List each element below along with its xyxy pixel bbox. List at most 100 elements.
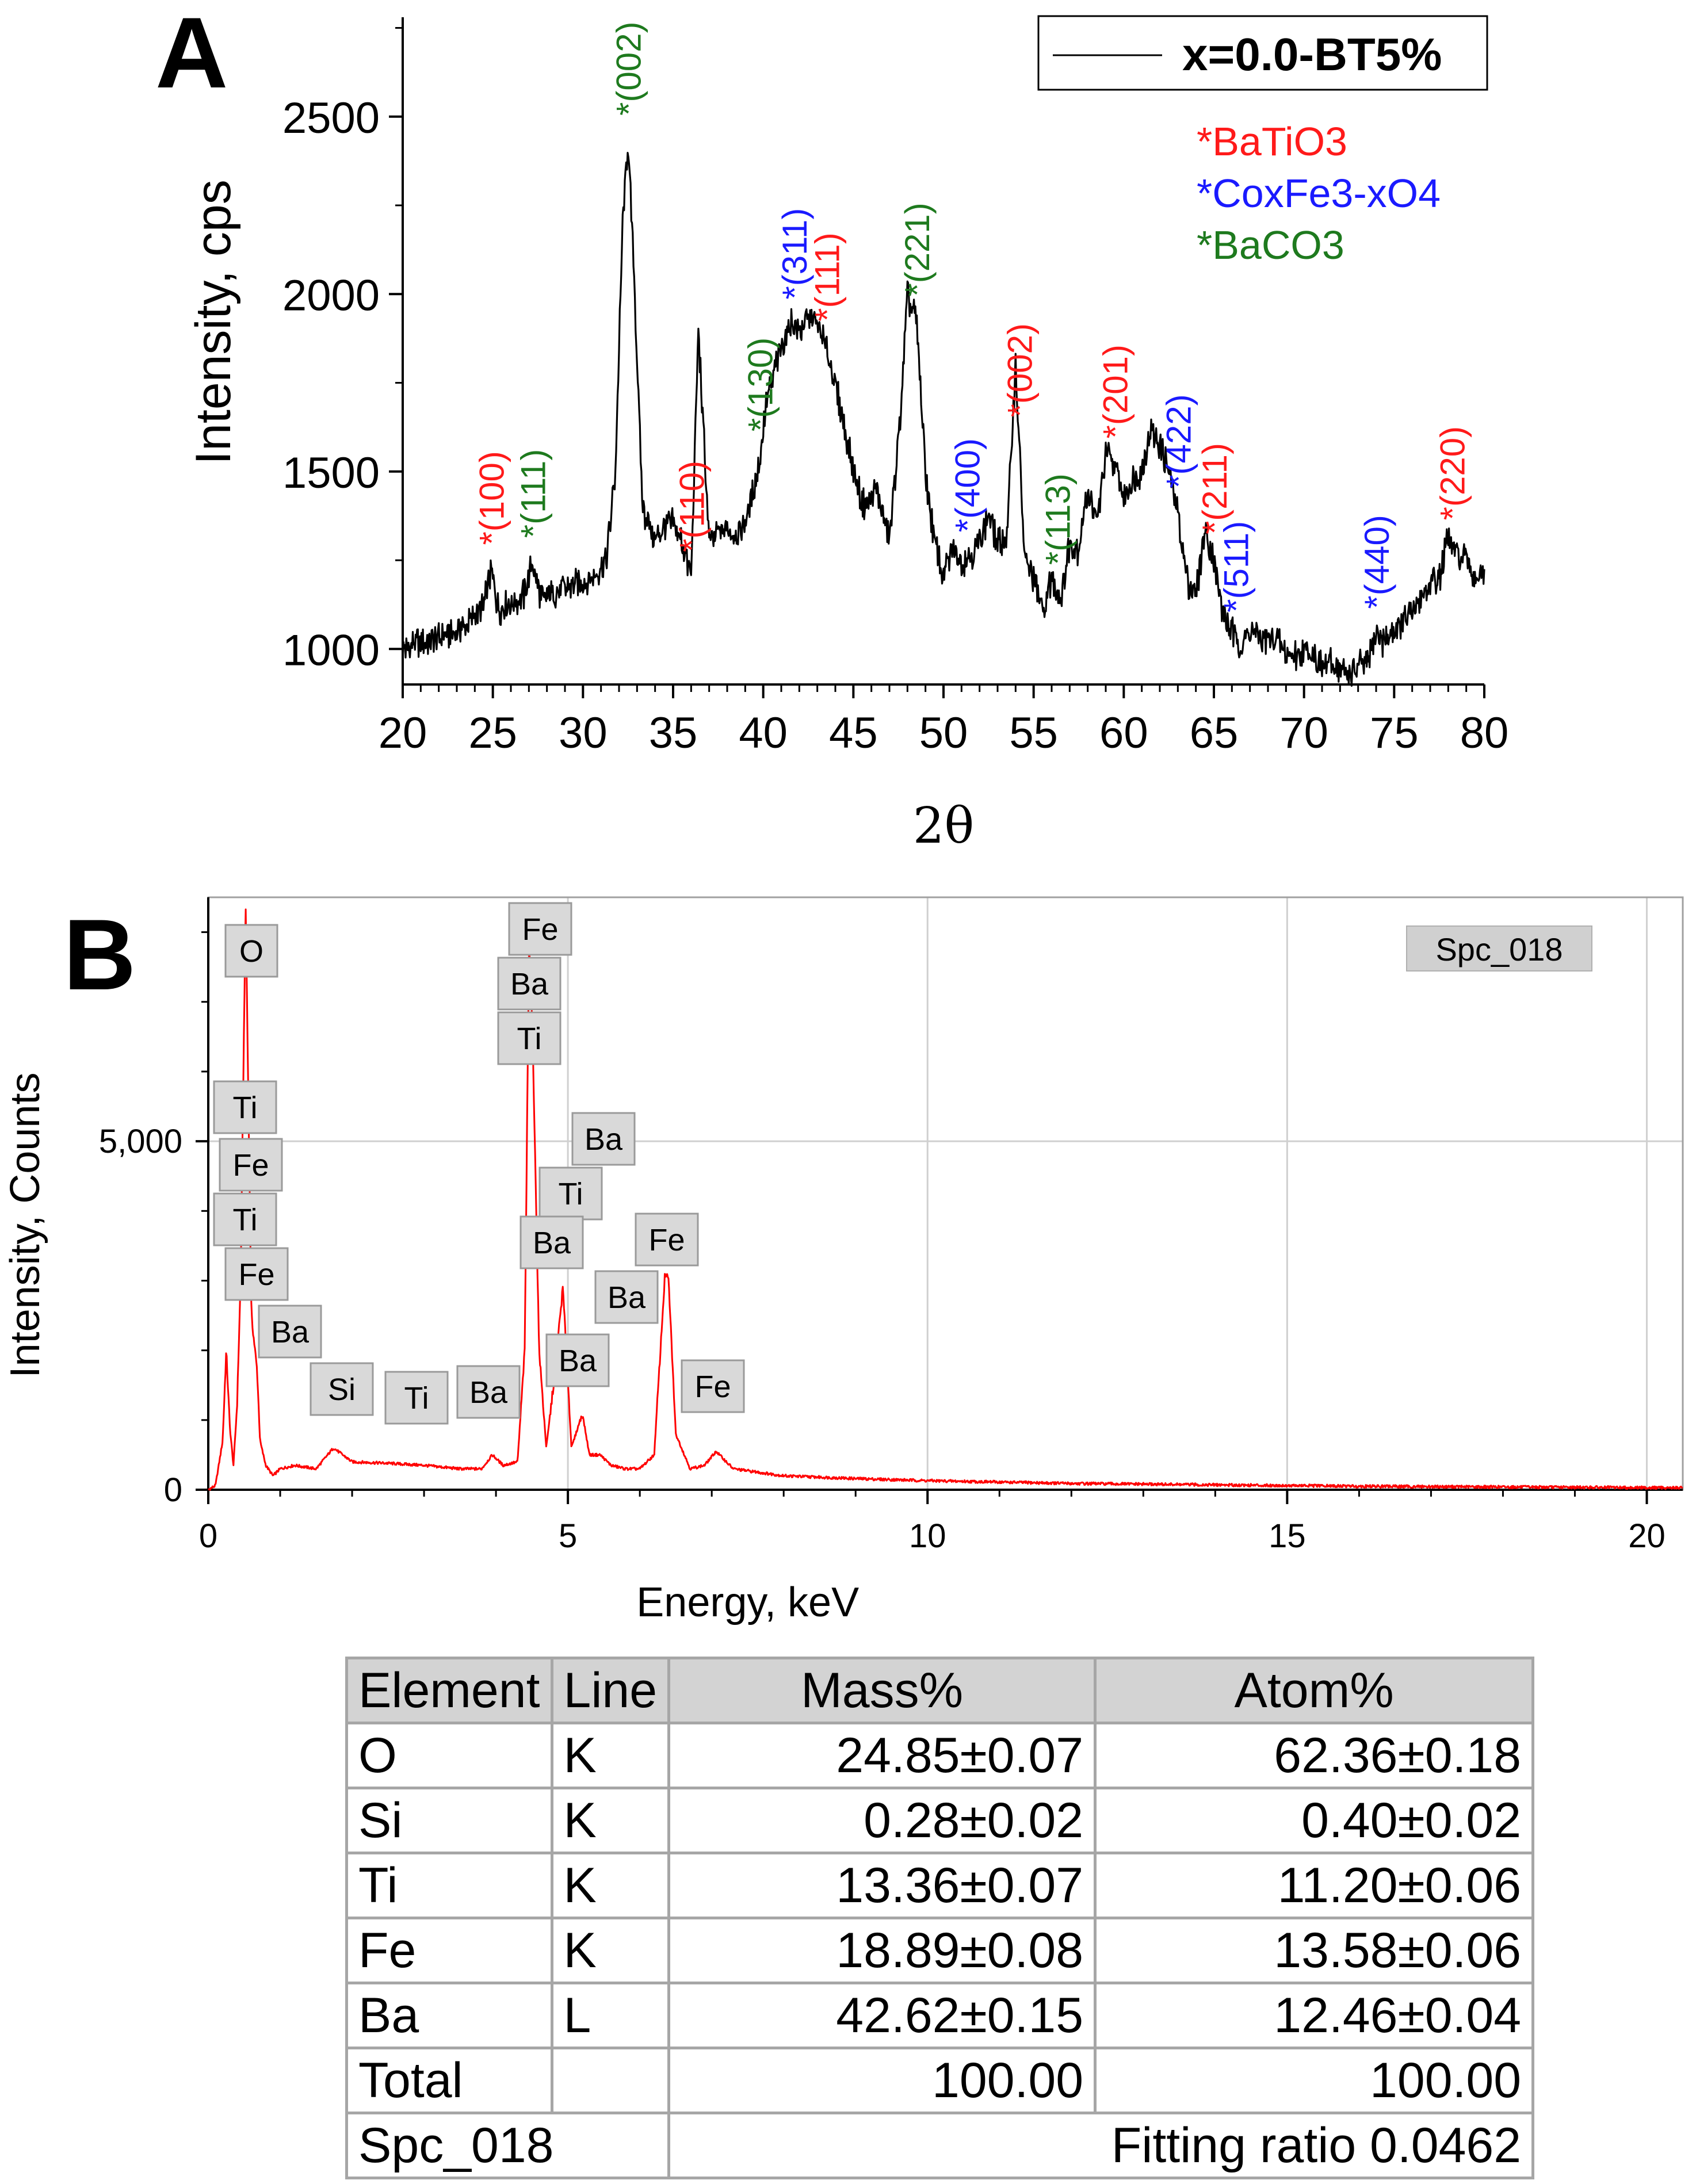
eds-peak-label-box (594, 1270, 659, 1324)
xrd-peak-label: *(201) (1097, 345, 1135, 438)
table-row: Si K 0.28±0.02 0.40±0.02 (345, 1787, 1535, 1854)
eds-x-tick-label: 15 (1269, 1517, 1306, 1555)
cell-line: K (550, 1722, 671, 1789)
xrd-phase-legend-entry: *CoxFe3-xO4 (1197, 171, 1441, 216)
col-header-atom: Atom% (1094, 1657, 1535, 1724)
eds-legend-box (1406, 925, 1592, 971)
eds-peak-label: Ba (585, 1122, 623, 1157)
eds-peak-label-box (258, 1305, 322, 1359)
eds-peak-label: Fe (648, 1223, 685, 1257)
eds-y-tick-label: 0 (164, 1471, 182, 1509)
panel-letter-a: A (155, 0, 228, 109)
eds-peak-label-box (520, 1215, 584, 1269)
eds-peak-label: Ti (559, 1177, 583, 1211)
eds-legend-entry: Spc_018 (1435, 931, 1563, 967)
xrd-peak-label: *(440) (1358, 515, 1396, 609)
cell-mass: 100.00 (667, 2047, 1097, 2114)
table-row: Ba L 42.62±0.15 12.46±0.04 (345, 1982, 1535, 2049)
eds-x-tick-label: 5 (559, 1517, 577, 1555)
xrd-y-tick-label: 2000 (282, 271, 380, 320)
col-header-mass: Mass% (667, 1657, 1097, 1724)
eds-peak-label-box (681, 1359, 745, 1413)
eds-x-tick-label: 10 (909, 1517, 946, 1555)
eds-peak-label: Ba (510, 967, 549, 1001)
eds-quantification-table: Element Line Mass% Atom% O K 24.85±0.07 62.… (345, 1657, 1535, 2179)
cell-line: K (550, 1852, 671, 1919)
xrd-peak-label: *(221) (898, 202, 937, 296)
eds-x-axis-label: Energy, keV (636, 1579, 859, 1625)
footer-fitting-ratio: Fitting ratio 0.0462 (667, 2112, 1535, 2179)
eds-peak-label: Ti (233, 1091, 258, 1125)
cell-mass: 24.85±0.07 (667, 1722, 1097, 1789)
eds-peak-label-box (310, 1362, 374, 1416)
eds-peak-label-box (384, 1371, 449, 1425)
eds-peak-label-box (571, 1112, 636, 1166)
xrd-peak-label: *(113) (1038, 473, 1077, 565)
eds-peak-label: Ba (559, 1344, 597, 1378)
cell-atom: 0.40±0.02 (1094, 1787, 1535, 1854)
eds-peak-label: Fe (694, 1370, 731, 1404)
xrd-peak-label: *(002) (1001, 323, 1040, 417)
eds-y-axis-label: Intensity, Counts (2, 1073, 48, 1378)
xrd-legend-entry: x=0.0-BT5% (1182, 29, 1442, 80)
eds-spectrum-line (208, 908, 1683, 1491)
cell-mass: 42.62±0.15 (667, 1982, 1097, 2049)
eds-y-tick-label: 5,000 (99, 1123, 182, 1160)
eds-peak-label-box (456, 1365, 521, 1419)
table-header-row: Element Line Mass% Atom% (345, 1657, 1535, 1724)
xrd-peak-label: *(110) (673, 461, 711, 552)
xrd-y-tick-label: 1500 (282, 449, 380, 498)
eds-x-tick-label: 20 (1628, 1517, 1666, 1555)
xrd-peak-label: *(002) (610, 22, 648, 116)
cell-element: Fe (345, 1917, 553, 1984)
cell-mass: 18.89±0.08 (667, 1917, 1097, 1984)
xrd-legend-box (1037, 15, 1488, 91)
panel-letter-b: B (63, 899, 136, 1011)
xrd-x-tick-label: 75 (1370, 709, 1419, 758)
table-row: Fe K 18.89±0.08 13.58±0.06 (345, 1917, 1535, 1984)
xrd-series-line (402, 152, 1485, 687)
cell-element: Ba (345, 1982, 553, 2049)
cell-element: O (345, 1722, 553, 1789)
table-footer-row: Spc_018 Fitting ratio 0.0462 (345, 2112, 1535, 2179)
eds-peak-label: Fe (232, 1148, 269, 1183)
xrd-x-tick-label: 55 (1009, 709, 1058, 758)
cell-mass: 0.28±0.02 (667, 1787, 1097, 1854)
cell-line: K (550, 1787, 671, 1854)
cell-atom: 100.00 (1094, 2047, 1535, 2114)
xrd-peak-label: *(211) (1195, 443, 1234, 534)
xrd-peak-label: *(111) (808, 232, 846, 322)
eds-peak-label: Si (328, 1372, 356, 1407)
figure: 20 25 30 35 40 45 50 55 60 65 70 75 8010001500200025… (2, 15, 1684, 1625)
eds-peak-label-box (497, 957, 561, 1011)
col-header-line: Line (550, 1657, 671, 1724)
table-row: Ti K 13.36±0.07 11.20±0.06 (345, 1852, 1535, 1919)
xrd-x-tick-label: 60 (1099, 709, 1148, 758)
xrd-peak-label: *(311) (776, 208, 814, 300)
footer-spectrum-name: Spc_018 (345, 2112, 671, 2179)
eds-peak-label: Ti (404, 1381, 429, 1416)
eds-peak-label: Ba (469, 1375, 508, 1410)
eds-peak-label-box (545, 1333, 610, 1387)
cell-atom: 13.58±0.06 (1094, 1917, 1535, 1984)
eds-peak-label: Ti (517, 1022, 542, 1056)
eds-peak-label-box (213, 1192, 277, 1246)
eds-peak-label: Ba (271, 1315, 310, 1349)
cell-atom: 11.20±0.06 (1094, 1852, 1535, 1919)
eds-chart: 0 5 10 15 20 0 5,000 Energy, keV Intensity, Coun… (2, 896, 1684, 1625)
xrd-peak-label: *(422) (1159, 394, 1198, 488)
eds-peak-label-box (635, 1213, 699, 1267)
xrd-x-tick-label: 45 (829, 709, 878, 758)
eds-peak-label: Fe (522, 912, 558, 947)
xrd-x-tick-label: 25 (468, 709, 517, 758)
xrd-peak-label: *(220) (1434, 426, 1472, 520)
eds-peak-label: Fe (238, 1257, 274, 1292)
table-row: Total 100.00 100.00 (345, 2047, 1535, 2114)
xrd-chart: 20 25 30 35 40 45 50 55 60 65 70 75 80 1000 1500 2000 25… (186, 15, 1508, 855)
eds-peak-label-box (224, 924, 278, 978)
cell-element: Total (345, 2047, 553, 2114)
xrd-x-tick-label: 35 (649, 709, 698, 758)
xrd-peak-label: *(130) (741, 338, 780, 431)
xrd-peak-label: *(111) (514, 449, 553, 538)
cell-line (550, 2047, 671, 2114)
